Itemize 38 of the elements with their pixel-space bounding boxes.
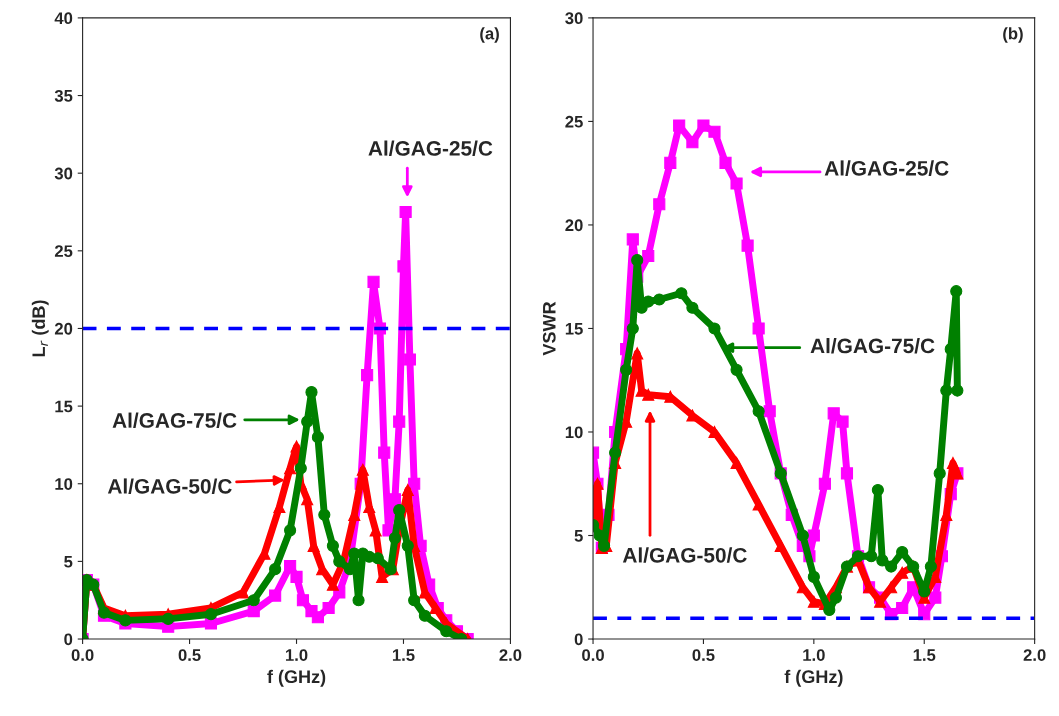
annotation: Al/GAG-25/C [824,160,949,176]
x-axis-title: f (GHz) [784,669,843,687]
y-tick-label: 0 [64,633,73,646]
x-tick-label: 1.0 [803,649,825,661]
y-tick-label: 25 [54,245,73,258]
y-axis-title: L$_{r}$ (dB) [31,300,49,357]
y-tick-label: 25 [565,115,583,128]
y-tick-label: 30 [54,167,73,180]
annotation: Al/GAG-75/C [112,412,237,429]
y-tick-label: 30 [565,12,583,25]
y-tick-label: 20 [54,322,73,335]
x-tick-label: 1.5 [392,649,415,661]
annotation: Al/GAG-50/C [107,478,232,494]
annotation: Al/GAG-25/C [368,140,493,156]
y-tick-label: 20 [565,219,583,232]
annotation: Al/GAG-75/C [810,338,935,354]
x-tick-label: 0.5 [178,649,201,661]
x-tick-label: 0.0 [71,649,94,661]
annotation: (a) [480,27,499,43]
x-tick-label: 2.0 [499,649,522,661]
y-tick-label: 35 [54,89,73,102]
y-tick-label: 15 [55,400,73,413]
x-tick-label: 2.0 [1023,649,1046,661]
y-tick-label: 15 [565,323,583,335]
y-tick-label: 10 [565,426,583,439]
annotation: (b) [1003,27,1023,43]
y-tick-label: 5 [574,530,583,542]
x-tick-label: 0.5 [692,649,715,661]
x-tick-label: 0.0 [582,649,604,661]
y-tick-label: 10 [55,478,73,490]
y-tick-label: 5 [64,555,73,568]
annotation: Al/GAG-50/C [622,547,747,563]
x-tick-label: 1.0 [285,649,308,661]
y-tick-label: 40 [54,12,73,25]
x-axis-title: f (GHz) [267,669,326,687]
y-axis-title: VSWR [542,301,556,356]
y-tick-label: 0 [574,633,583,646]
x-tick-label: 1.5 [913,649,936,661]
